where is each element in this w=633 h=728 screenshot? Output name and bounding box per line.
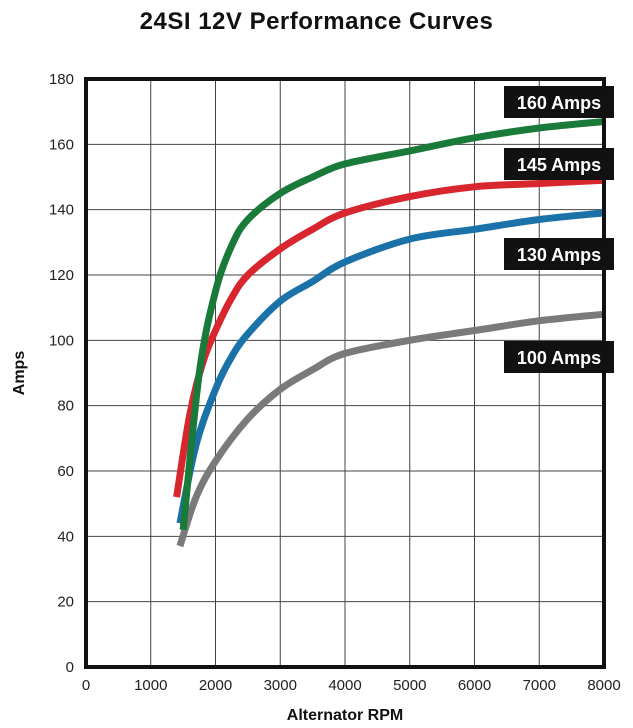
legend: 160 Amps 145 Amps 130 Amps 100 Amps xyxy=(504,86,614,373)
legend-tag-box xyxy=(504,341,614,373)
y-tick-label: 180 xyxy=(49,71,74,88)
tick-labels: 0 1000 2000 3000 4000 5000 6000 7000 8000 0 20 40 60… xyxy=(49,71,621,694)
legend-tag-box xyxy=(504,238,614,270)
x-tick-label: 7000 xyxy=(523,677,556,694)
legend-tag-label: 160 Amps xyxy=(517,93,601,113)
series-line-160-amps xyxy=(179,118,605,531)
x-axis-label: Alternator RPM xyxy=(287,707,403,724)
x-tick-label: 6000 xyxy=(458,677,491,694)
x-tick-label: 4000 xyxy=(328,677,361,694)
legend-tag: 145 Amps xyxy=(504,148,614,180)
y-tick-label: 160 xyxy=(49,136,74,153)
y-tick-label: 0 xyxy=(66,659,74,676)
y-tick-label: 120 xyxy=(49,267,74,284)
x-tick-label: 0 xyxy=(82,677,90,694)
legend-tag: 160 Amps xyxy=(504,86,614,118)
legend-tag-label: 100 Amps xyxy=(517,348,601,368)
x-tick-label: 2000 xyxy=(199,677,232,694)
legend-tag-label: 145 Amps xyxy=(517,155,601,175)
grid-lines xyxy=(86,79,604,667)
series-line-100-amps xyxy=(176,310,605,548)
x-tick-label: 3000 xyxy=(264,677,297,694)
y-tick-label: 80 xyxy=(57,398,74,415)
y-tick-label: 140 xyxy=(49,202,74,219)
y-axis-label: Amps xyxy=(11,351,28,396)
series-line-130-amps xyxy=(176,209,605,525)
x-tick-label: 5000 xyxy=(393,677,426,694)
y-tick-label: 100 xyxy=(49,332,74,349)
chart-title: 24SI 12V Performance Curves xyxy=(139,8,494,35)
y-tick-label: 60 xyxy=(57,463,74,480)
legend-tag-box xyxy=(504,148,614,180)
y-tick-label: 40 xyxy=(57,528,74,545)
legend-tag: 100 Amps xyxy=(504,341,614,373)
y-tick-label: 20 xyxy=(57,594,74,611)
legend-tag-label: 130 Amps xyxy=(517,245,601,265)
series-lines xyxy=(173,118,605,548)
legend-tag-box xyxy=(504,86,614,118)
legend-tag: 130 Amps xyxy=(504,238,614,270)
x-tick-label: 8000 xyxy=(587,677,620,694)
x-tick-label: 1000 xyxy=(134,677,167,694)
